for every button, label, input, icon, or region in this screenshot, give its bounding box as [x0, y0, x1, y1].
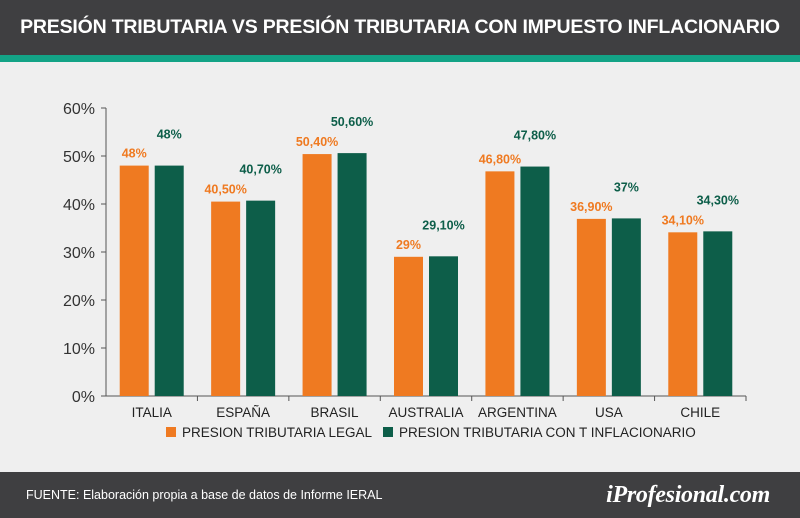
category-label: USA: [595, 405, 623, 420]
value-label-legal: 46,80%: [479, 152, 521, 166]
bar-legal: [576, 218, 606, 396]
bar-legal: [668, 232, 698, 396]
bar-inflacionario: [703, 231, 733, 396]
legend-label-inflacionario: PRESION TRIBUTARIA CON T INFLACIONARIO: [399, 425, 696, 440]
category-label: CHILE: [680, 405, 720, 420]
category-label: ITALIA: [132, 405, 172, 420]
category-label: ARGENTINA: [478, 405, 557, 420]
value-label-inflacionario: 29,10%: [422, 218, 464, 232]
legend-swatch-inflacionario: [383, 427, 393, 437]
bar-legal: [211, 201, 241, 396]
chart-area: 0% 10% 20% 30% 40% 50% 60% ITALIA 48% 48% ESPAÑA 40…: [0, 62, 800, 472]
bar-inflacionario: [429, 256, 458, 396]
brand-logo: iProfesional.com: [606, 481, 770, 508]
bar-inflacionario: [154, 165, 184, 396]
accent-stripe: [0, 55, 800, 62]
y-tick-label: 0%: [72, 389, 95, 406]
value-label-legal: 29%: [396, 238, 421, 252]
category-label: AUSTRALIA: [388, 405, 463, 420]
source-note: FUENTE: Elaboración propia a base de dat…: [26, 488, 383, 502]
value-label-inflacionario: 37%: [614, 180, 639, 194]
y-tick-label: 60%: [63, 101, 95, 118]
value-label-legal: 36,90%: [570, 200, 612, 214]
category-label: BRASIL: [311, 405, 360, 420]
bar-legal: [394, 256, 423, 396]
value-label-inflacionario: 34,30%: [697, 193, 739, 207]
footer-bar: FUENTE: Elaboración propia a base de dat…: [0, 472, 800, 518]
chart-title: PRESIÓN TRIBUTARIA VS PRESIÓN TRIBUTARIA…: [20, 16, 780, 38]
category-label: ESPAÑA: [216, 405, 270, 420]
value-label-legal: 34,10%: [662, 213, 704, 227]
value-label-legal: 40,50%: [204, 183, 246, 197]
value-label-inflacionario: 47,80%: [514, 129, 556, 143]
bar-inflacionario: [246, 200, 276, 396]
bar-legal: [485, 171, 515, 396]
value-label-legal: 50,40%: [296, 135, 338, 149]
y-tick-label: 40%: [63, 197, 95, 214]
bar-inflacionario: [520, 166, 550, 396]
y-tick-label: 10%: [63, 341, 95, 358]
legend-swatch-legal: [166, 427, 176, 437]
y-tick-label: 50%: [63, 149, 95, 166]
y-tick-label: 20%: [63, 293, 95, 310]
value-label-legal: 48%: [122, 147, 147, 161]
bar-inflacionario: [337, 153, 367, 396]
bar-chart: 0% 10% 20% 30% 40% 50% 60% ITALIA 48% 48% ESPAÑA 40…: [63, 101, 747, 440]
bar-legal: [119, 165, 149, 396]
value-label-inflacionario: 48%: [157, 128, 182, 142]
value-label-inflacionario: 40,70%: [239, 163, 281, 177]
bar-legal: [302, 154, 332, 396]
y-tick-label: 30%: [63, 245, 95, 262]
value-label-inflacionario: 50,60%: [331, 115, 373, 129]
header-bar: PRESIÓN TRIBUTARIA VS PRESIÓN TRIBUTARIA…: [0, 0, 800, 55]
legend-label-legal: PRESION TRIBUTARIA LEGAL: [182, 425, 373, 440]
bar-inflacionario: [611, 218, 641, 396]
